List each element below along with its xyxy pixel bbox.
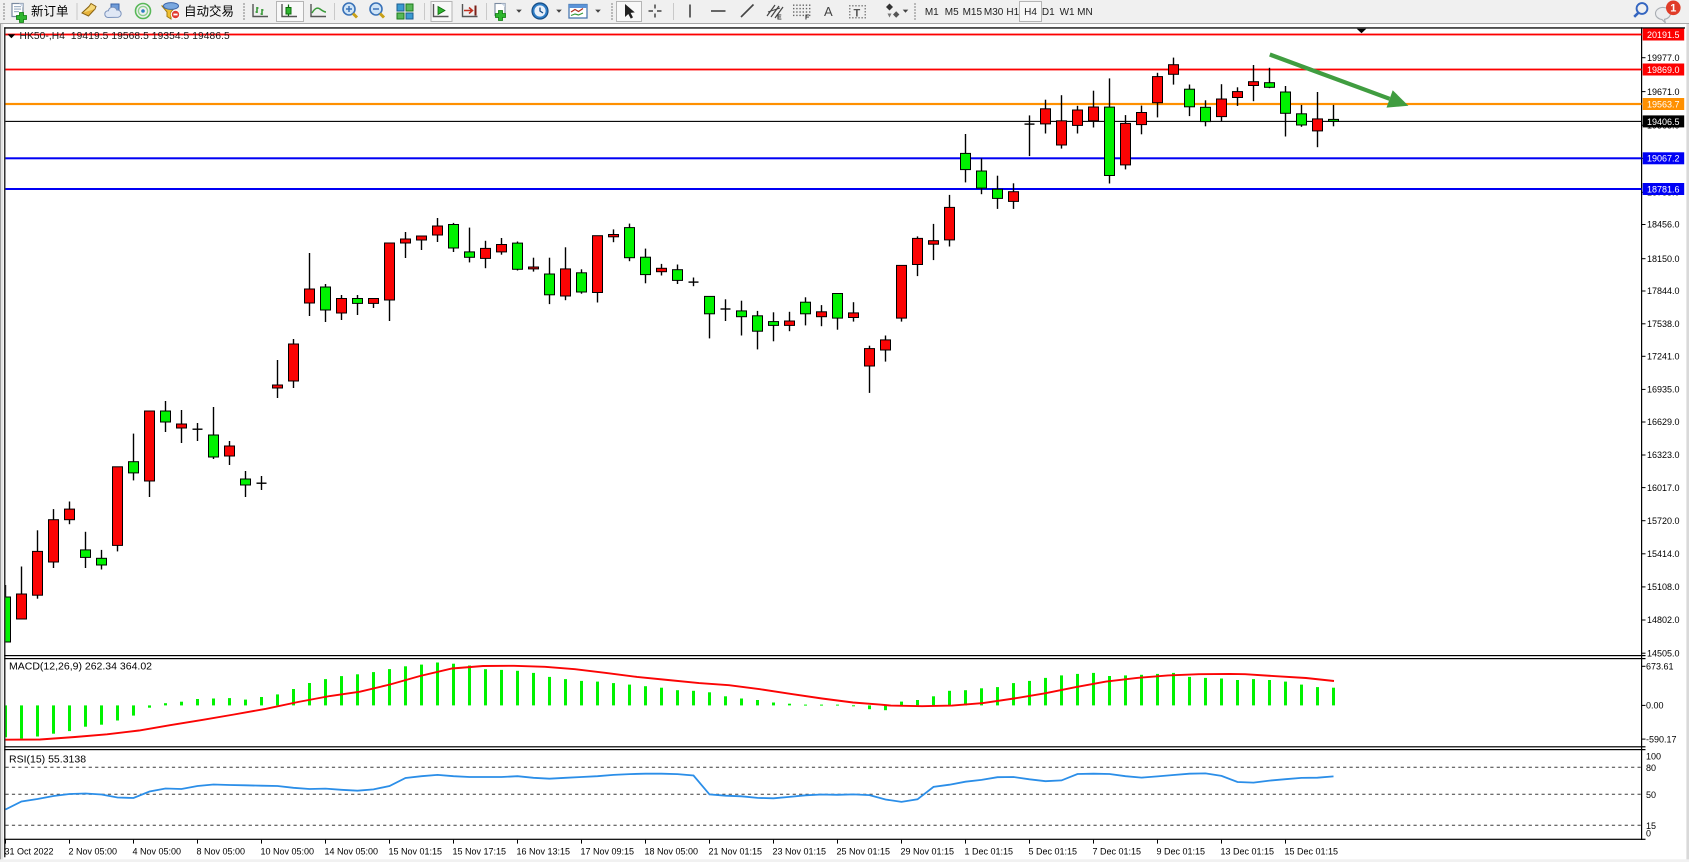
svg-text:15108.0: 15108.0 xyxy=(1647,582,1680,592)
svg-text:16935.0: 16935.0 xyxy=(1647,385,1680,395)
svg-text:M30: M30 xyxy=(984,7,1004,18)
svg-text:17241.0: 17241.0 xyxy=(1647,352,1680,362)
svg-text:13 Dec 01:15: 13 Dec 01:15 xyxy=(1221,847,1275,857)
svg-text:31 Oct 2022: 31 Oct 2022 xyxy=(5,847,54,857)
svg-text:10 Nov 05:00: 10 Nov 05:00 xyxy=(261,847,315,857)
svg-text:15: 15 xyxy=(1646,821,1656,831)
svg-text:100: 100 xyxy=(1646,752,1661,762)
svg-text:80: 80 xyxy=(1646,763,1656,773)
svg-text:F: F xyxy=(805,15,810,22)
svg-text:17 Nov 09:15: 17 Nov 09:15 xyxy=(581,847,635,857)
svg-text:0.00: 0.00 xyxy=(1646,701,1664,711)
svg-text:18456.0: 18456.0 xyxy=(1647,220,1680,230)
svg-text:17538.0: 17538.0 xyxy=(1647,319,1680,329)
svg-text:4 Nov 05:00: 4 Nov 05:00 xyxy=(133,847,182,857)
svg-text:7 Dec 01:15: 7 Dec 01:15 xyxy=(1093,847,1142,857)
svg-text:9 Dec 01:15: 9 Dec 01:15 xyxy=(1157,847,1206,857)
svg-text:18781.6: 18781.6 xyxy=(1647,184,1680,194)
svg-text:M15: M15 xyxy=(963,7,983,18)
svg-text:20191.5: 20191.5 xyxy=(1647,30,1680,40)
svg-text:MN: MN xyxy=(1077,7,1093,18)
svg-text:19671.0: 19671.0 xyxy=(1647,87,1680,97)
svg-text:14 Nov 05:00: 14 Nov 05:00 xyxy=(325,847,379,857)
svg-text:14802.0: 14802.0 xyxy=(1647,615,1680,625)
svg-text:H4: H4 xyxy=(1024,7,1037,18)
svg-text:E: E xyxy=(777,15,782,22)
svg-text:19563.7: 19563.7 xyxy=(1647,99,1680,109)
svg-text:16629.0: 16629.0 xyxy=(1647,417,1680,427)
svg-text:17844.0: 17844.0 xyxy=(1647,286,1680,296)
svg-text:H1: H1 xyxy=(1006,7,1019,18)
svg-text:673.61: 673.61 xyxy=(1646,662,1674,672)
svg-text:18 Nov 05:00: 18 Nov 05:00 xyxy=(645,847,699,857)
svg-text:25 Nov 01:15: 25 Nov 01:15 xyxy=(837,847,891,857)
svg-text:M1: M1 xyxy=(925,7,939,18)
svg-text:16 Nov 13:15: 16 Nov 13:15 xyxy=(517,847,571,857)
svg-text:A: A xyxy=(824,4,833,19)
svg-text:50: 50 xyxy=(1646,790,1656,800)
svg-text:15 Dec 01:15: 15 Dec 01:15 xyxy=(1285,847,1339,857)
svg-text:14505.0: 14505.0 xyxy=(1647,648,1680,658)
svg-text:0: 0 xyxy=(1646,828,1651,838)
svg-text:RSI(15) 55.3138: RSI(15) 55.3138 xyxy=(9,754,86,766)
svg-text:29 Nov 01:15: 29 Nov 01:15 xyxy=(901,847,955,857)
svg-text:D1: D1 xyxy=(1042,7,1055,18)
svg-text:19406.5: 19406.5 xyxy=(1647,117,1680,127)
svg-text:16017.0: 16017.0 xyxy=(1647,483,1680,493)
svg-text:新订单: 新订单 xyxy=(31,4,69,19)
svg-text:8 Nov 05:00: 8 Nov 05:00 xyxy=(197,847,246,857)
svg-text:15 Nov 17:15: 15 Nov 17:15 xyxy=(453,847,507,857)
svg-text:MACD(12,26,9) 262.34 364.02: MACD(12,26,9) 262.34 364.02 xyxy=(9,661,152,673)
svg-text:2 Nov 05:00: 2 Nov 05:00 xyxy=(69,847,118,857)
svg-text:18150.0: 18150.0 xyxy=(1647,254,1680,264)
svg-text:19977.0: 19977.0 xyxy=(1647,53,1680,63)
svg-text:19067.2: 19067.2 xyxy=(1647,154,1680,164)
svg-text:HK50-,H4 19419.5 19568.5 1935: HK50-,H4 19419.5 19568.5 19354.5 19486.5 xyxy=(20,31,231,42)
svg-text:15720.0: 15720.0 xyxy=(1647,516,1680,526)
svg-text:-590.17: -590.17 xyxy=(1646,734,1677,744)
svg-text:19869.0: 19869.0 xyxy=(1647,65,1680,75)
svg-text:1 Dec 01:15: 1 Dec 01:15 xyxy=(965,847,1014,857)
svg-text:15 Nov 01:15: 15 Nov 01:15 xyxy=(389,847,443,857)
svg-text:21 Nov 01:15: 21 Nov 01:15 xyxy=(709,847,763,857)
svg-text:W1: W1 xyxy=(1060,7,1075,18)
svg-text:M5: M5 xyxy=(945,7,959,18)
svg-text:15414.0: 15414.0 xyxy=(1647,549,1680,559)
svg-text:5 Dec 01:15: 5 Dec 01:15 xyxy=(1029,847,1078,857)
svg-text:23 Nov 01:15: 23 Nov 01:15 xyxy=(773,847,827,857)
svg-text:T: T xyxy=(854,8,861,20)
svg-text:自动交易: 自动交易 xyxy=(184,4,234,19)
svg-text:1: 1 xyxy=(1670,3,1676,15)
svg-text:16323.0: 16323.0 xyxy=(1647,450,1680,460)
